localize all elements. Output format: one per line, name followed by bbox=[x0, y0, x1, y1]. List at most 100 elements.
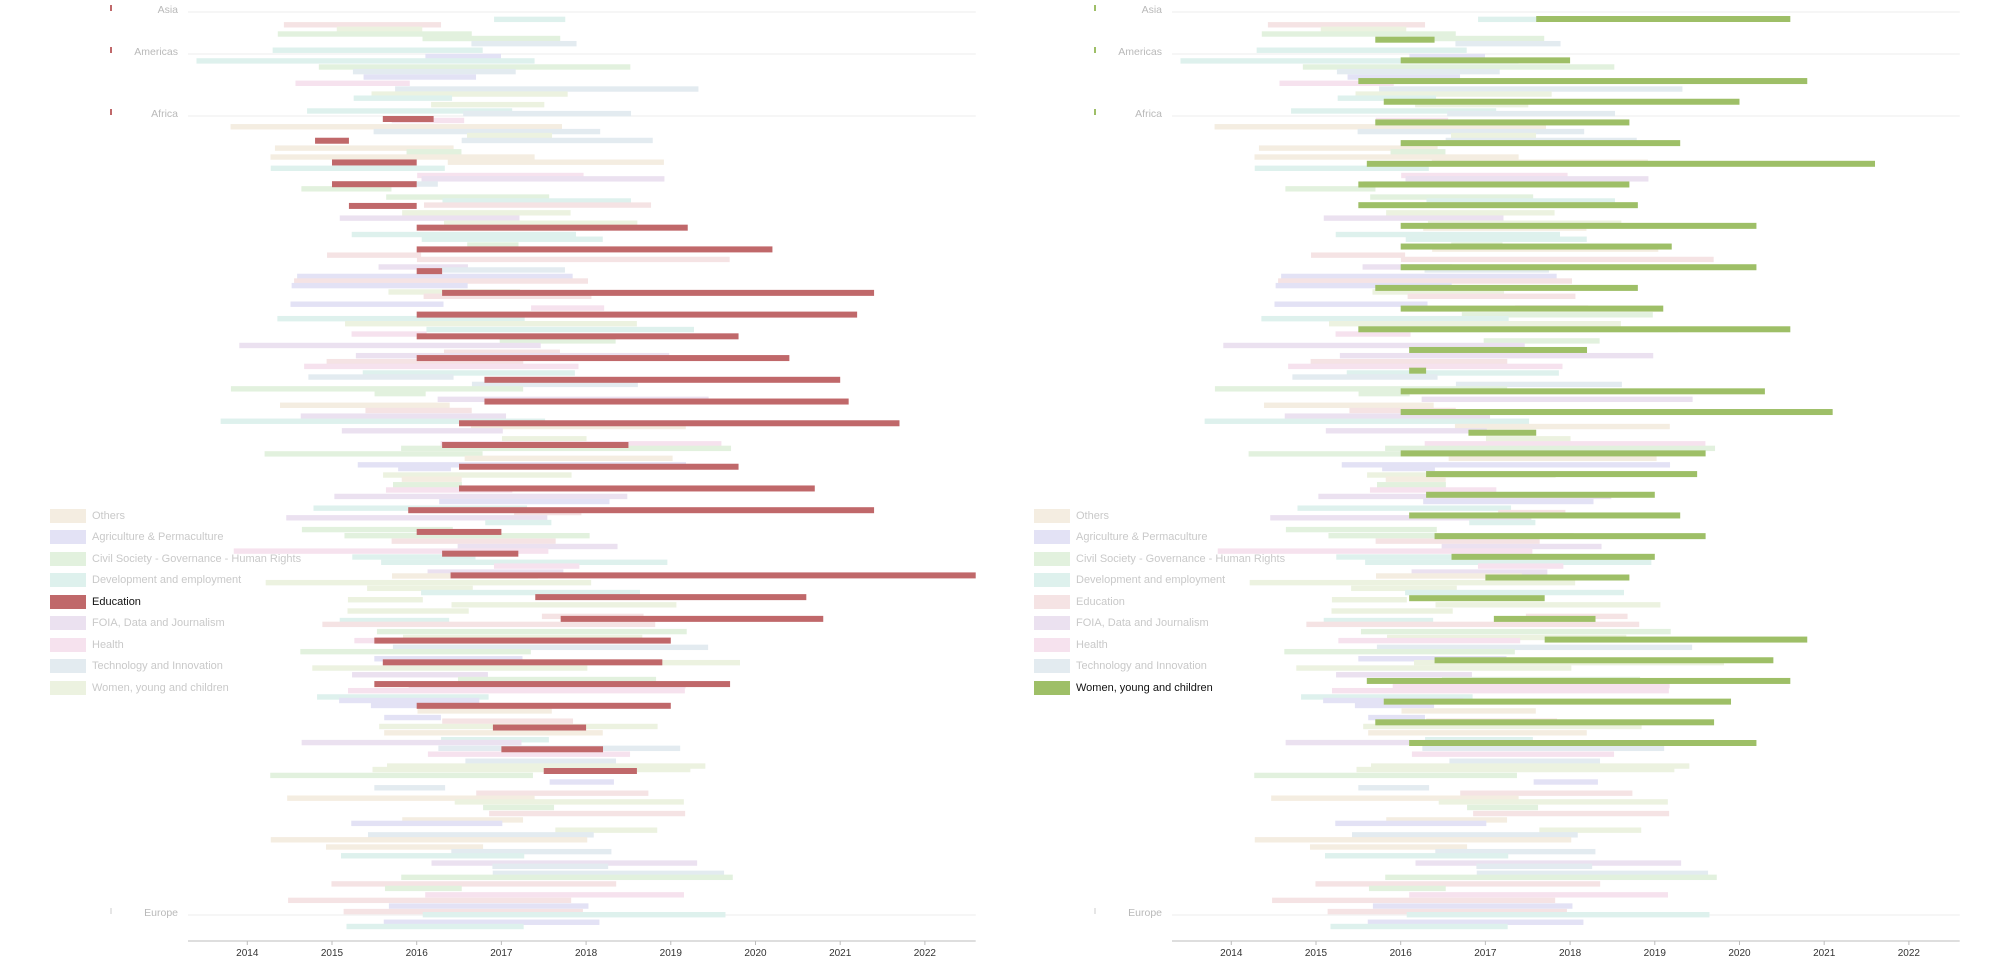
highlighted-project-bar[interactable] bbox=[1434, 657, 1774, 664]
highlighted-project-bar[interactable] bbox=[1468, 429, 1537, 436]
highlighted-project-bar[interactable] bbox=[416, 246, 773, 253]
highlighted-project-bar[interactable] bbox=[1400, 305, 1664, 312]
legend-item[interactable]: Development and employment bbox=[1034, 570, 1285, 592]
legend-item[interactable]: Civil Society - Governance - Human Right… bbox=[1034, 548, 1285, 570]
highlighted-project-bar[interactable] bbox=[459, 485, 815, 492]
highlighted-project-bar[interactable] bbox=[374, 681, 731, 688]
highlighted-project-bar[interactable] bbox=[1409, 595, 1545, 602]
highlighted-project-bar[interactable] bbox=[1400, 450, 1706, 457]
highlighted-project-bar[interactable] bbox=[1400, 57, 1571, 64]
highlighted-project-bar[interactable] bbox=[315, 137, 349, 144]
highlighted-project-bar[interactable] bbox=[442, 442, 629, 448]
legend-item[interactable]: Others bbox=[1034, 505, 1285, 527]
highlighted-project-bar[interactable] bbox=[1400, 264, 1757, 271]
highlighted-project-bar[interactable] bbox=[484, 398, 849, 405]
highlighted-project-bar[interactable] bbox=[1358, 78, 1808, 85]
highlighted-project-bar[interactable] bbox=[1358, 326, 1791, 333]
region-marker bbox=[110, 5, 112, 11]
legend-item[interactable]: FOIA, Data and Journalism bbox=[1034, 613, 1285, 635]
legend-item[interactable]: Civil Society - Governance - Human Right… bbox=[50, 548, 301, 570]
highlighted-project-bar[interactable] bbox=[1375, 719, 1715, 726]
highlighted-project-bar[interactable] bbox=[416, 268, 443, 275]
highlighted-project-bar[interactable] bbox=[331, 159, 417, 166]
x-tick-label: 2017 bbox=[1474, 948, 1497, 959]
highlighted-project-bar[interactable] bbox=[1409, 367, 1427, 374]
highlighted-project-bar[interactable] bbox=[459, 463, 739, 470]
highlighted-project-bar[interactable] bbox=[1400, 243, 1672, 250]
highlighted-project-bar[interactable] bbox=[1434, 533, 1706, 540]
legend-item[interactable]: Others bbox=[50, 505, 301, 527]
highlighted-project-bar[interactable] bbox=[1409, 346, 1588, 353]
highlighted-project-bar[interactable] bbox=[543, 768, 637, 774]
highlighted-project-bar[interactable] bbox=[492, 724, 587, 731]
highlighted-project-bar[interactable] bbox=[1400, 222, 1757, 229]
highlighted-project-bar[interactable] bbox=[1400, 388, 1765, 395]
highlighted-project-bar[interactable] bbox=[1358, 181, 1630, 188]
highlighted-project-bar[interactable] bbox=[1493, 615, 1596, 622]
highlighted-project-bar[interactable] bbox=[1375, 36, 1435, 43]
legend-item[interactable]: Health bbox=[50, 634, 301, 656]
background-project-bar bbox=[362, 370, 575, 376]
highlighted-project-bar[interactable] bbox=[416, 528, 502, 535]
background-project-bar bbox=[1267, 22, 1426, 28]
highlighted-project-bar[interactable] bbox=[382, 116, 434, 122]
highlighted-project-bar[interactable] bbox=[1451, 553, 1655, 560]
highlighted-project-bar[interactable] bbox=[1358, 202, 1638, 209]
highlighted-project-bar[interactable] bbox=[416, 224, 688, 231]
highlighted-project-bar[interactable] bbox=[1383, 98, 1740, 105]
highlighted-project-bar[interactable] bbox=[484, 376, 841, 383]
highlighted-project-bar[interactable] bbox=[1375, 284, 1638, 291]
background-project-bar bbox=[1301, 694, 1473, 700]
legend-item[interactable]: Technology and Innovation bbox=[1034, 656, 1285, 678]
highlighted-project-bar[interactable] bbox=[1366, 677, 1791, 684]
highlighted-project-bar[interactable] bbox=[535, 594, 807, 601]
highlighted-project-bar[interactable] bbox=[1366, 160, 1876, 167]
highlighted-project-bar[interactable] bbox=[374, 637, 671, 644]
highlighted-project-bar[interactable] bbox=[442, 550, 519, 557]
highlighted-project-bar[interactable] bbox=[442, 289, 875, 296]
background-project-bar bbox=[270, 165, 445, 172]
legend-item[interactable]: Agriculture & Permaculture bbox=[1034, 527, 1285, 549]
legend-item[interactable]: Women, young and children bbox=[50, 677, 301, 699]
legend-item[interactable]: Health bbox=[1034, 634, 1285, 656]
highlighted-project-bar[interactable] bbox=[382, 659, 663, 666]
background-project-bar bbox=[1476, 863, 1593, 870]
highlighted-project-bar[interactable] bbox=[1375, 119, 1630, 126]
legend-item[interactable]: Development and employment bbox=[50, 570, 301, 592]
highlighted-project-bar[interactable] bbox=[1409, 740, 1757, 746]
highlighted-project-bar[interactable] bbox=[1400, 140, 1681, 147]
legend-item[interactable]: Education bbox=[50, 591, 301, 613]
background-project-bar bbox=[1288, 363, 1563, 370]
highlighted-project-bar[interactable] bbox=[1536, 16, 1791, 22]
highlighted-project-bar[interactable] bbox=[416, 311, 858, 318]
highlighted-project-bar[interactable] bbox=[560, 615, 824, 622]
legend-item[interactable]: Technology and Innovation bbox=[50, 656, 301, 678]
legend-item[interactable]: Women, young and children bbox=[1034, 677, 1285, 699]
highlighted-project-bar[interactable] bbox=[1426, 471, 1698, 478]
highlighted-project-bar[interactable] bbox=[1544, 636, 1808, 643]
women-young-children-timeline-panel: 2014 2015 2016 2017 2018 2019 2020 2021 2022 Oth… bbox=[984, 0, 1984, 959]
background-project-bar bbox=[1392, 682, 1670, 689]
legend-item[interactable]: Education bbox=[1034, 591, 1285, 613]
highlighted-project-bar[interactable] bbox=[416, 333, 739, 340]
highlighted-project-bar[interactable] bbox=[1426, 491, 1655, 498]
background-project-bar bbox=[270, 837, 588, 843]
legend-label: Agriculture & Permaculture bbox=[1076, 531, 1208, 544]
highlighted-project-bar[interactable] bbox=[1400, 409, 1833, 416]
highlighted-project-bar[interactable] bbox=[331, 181, 417, 188]
highlighted-project-bar[interactable] bbox=[1409, 512, 1681, 519]
highlighted-project-bar[interactable] bbox=[459, 420, 900, 427]
highlighted-project-bar[interactable] bbox=[348, 202, 417, 209]
x-tick-label: 2014 bbox=[1220, 948, 1243, 959]
background-project-bar bbox=[370, 702, 451, 709]
background-project-bar bbox=[1386, 817, 1508, 823]
highlighted-project-bar[interactable] bbox=[450, 572, 976, 579]
highlighted-project-bar[interactable] bbox=[416, 355, 790, 362]
highlighted-project-bar[interactable] bbox=[1485, 574, 1630, 581]
legend-item[interactable]: FOIA, Data and Journalism bbox=[50, 613, 301, 635]
highlighted-project-bar[interactable] bbox=[408, 507, 875, 514]
legend-item[interactable]: Agriculture & Permaculture bbox=[50, 527, 301, 549]
highlighted-project-bar[interactable] bbox=[501, 746, 604, 753]
highlighted-project-bar[interactable] bbox=[416, 702, 671, 709]
highlighted-project-bar[interactable] bbox=[1383, 698, 1732, 705]
